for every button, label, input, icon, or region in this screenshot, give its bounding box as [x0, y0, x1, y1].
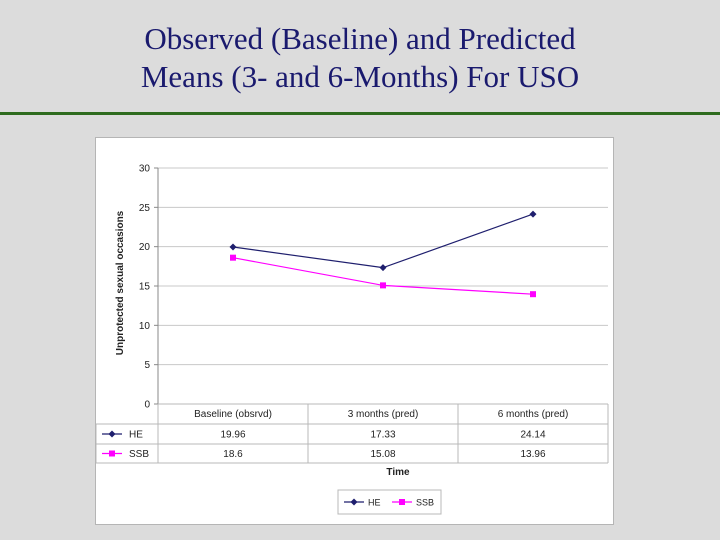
title-line-2: Means (3- and 6-Months) For USO [140, 59, 580, 94]
gridlines [154, 167, 608, 405]
y-tick-labels: 0 5 10 15 20 25 30 [139, 164, 151, 411]
table-series-name: SSB [129, 449, 149, 460]
line-chart: 0 5 10 15 20 25 30 Unprotected sexual occasion… [95, 164, 609, 515]
table-series-name: HE [129, 430, 143, 441]
x-axis-label: Time [386, 467, 410, 478]
slide-title: Observed (Baseline) and Predicted Means … [0, 20, 720, 96]
table-value: 24.14 [520, 430, 545, 441]
chart-legend: HE SSB [337, 489, 442, 515]
data-point-he [379, 264, 387, 272]
data-point-he [229, 243, 237, 251]
y-tick-label: 25 [139, 203, 151, 214]
table-value: 17.33 [370, 430, 395, 441]
title-line-1: Observed (Baseline) and Predicted [144, 21, 576, 56]
data-table: Baseline (obsrvd) 3 months (pred) 6 months… [95, 403, 609, 464]
series-lines [229, 210, 537, 298]
data-point-ssb [380, 282, 386, 289]
table-value: 15.08 [370, 449, 395, 460]
data-point-ssb [530, 291, 536, 298]
category-label: 6 months (pred) [498, 409, 569, 420]
y-tick-label: 5 [144, 360, 150, 371]
y-tick-label: 20 [139, 242, 151, 253]
y-tick-label: 0 [144, 400, 150, 411]
table-key-marker [108, 430, 116, 438]
legend-entry: SSB [416, 498, 434, 508]
data-point-ssb [230, 254, 236, 261]
legend-key-marker [350, 498, 358, 506]
y-axis-label: Unprotected sexual occasions [115, 210, 126, 355]
category-label: 3 months (pred) [348, 409, 419, 420]
y-tick-label: 10 [139, 321, 151, 332]
legend-key-marker [399, 499, 405, 505]
table-key-marker [109, 450, 115, 457]
chart-container: 0 5 10 15 20 25 30 Unprotected sexual occasion… [95, 137, 614, 525]
data-point-he [529, 210, 537, 218]
table-value: 13.96 [520, 449, 545, 460]
y-tick-label: 15 [139, 282, 151, 293]
table-value: 18.6 [223, 449, 243, 460]
category-label: Baseline (obsrvd) [194, 409, 272, 420]
series-line-he [232, 213, 534, 269]
y-tick-label: 30 [139, 164, 151, 175]
table-value: 19.96 [220, 430, 245, 441]
legend-entry: HE [368, 498, 381, 508]
series-line-ssb [232, 257, 534, 295]
title-divider [0, 112, 720, 115]
